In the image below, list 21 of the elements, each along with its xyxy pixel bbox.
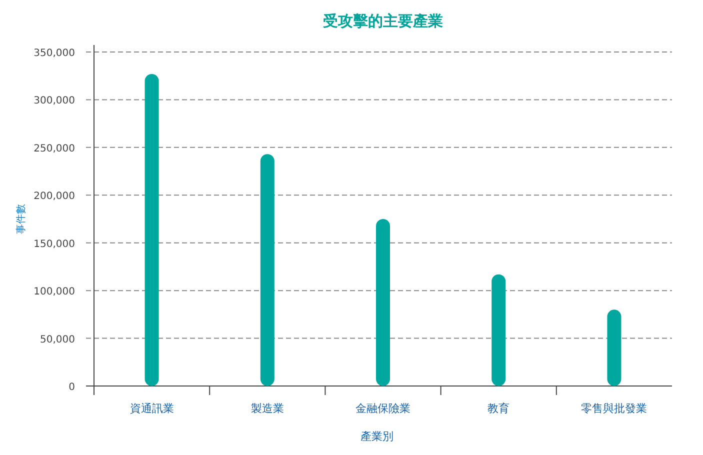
x-tick-label: 製造業 bbox=[250, 402, 284, 415]
bar bbox=[260, 154, 274, 386]
y-tick-label: 50,000 bbox=[40, 334, 75, 346]
y-tick-label: 350,000 bbox=[34, 48, 75, 59]
x-tick-label: 教育 bbox=[488, 402, 510, 415]
bar bbox=[492, 274, 506, 386]
x-tick-label: 資通訊業 bbox=[130, 402, 174, 415]
bar bbox=[144, 74, 159, 386]
y-tick-label: 300,000 bbox=[34, 96, 75, 107]
y-tick-label: 250,000 bbox=[34, 143, 75, 154]
x-tick-label: 零售與批發業 bbox=[581, 402, 648, 415]
bar bbox=[607, 310, 622, 386]
chart-title: 受攻擊的主要產業 bbox=[322, 12, 443, 30]
x-axis-title: 產業別 bbox=[360, 430, 394, 443]
bar bbox=[376, 219, 390, 386]
y-axis-title: 事件數 bbox=[15, 204, 27, 234]
y-tick-label: 150,000 bbox=[34, 238, 75, 250]
x-tick-label: 金融保險業 bbox=[356, 402, 410, 415]
y-tick-label: 100,000 bbox=[34, 286, 75, 298]
y-tick-label: 200,000 bbox=[34, 191, 75, 202]
y-tick-label: 0 bbox=[68, 382, 75, 393]
